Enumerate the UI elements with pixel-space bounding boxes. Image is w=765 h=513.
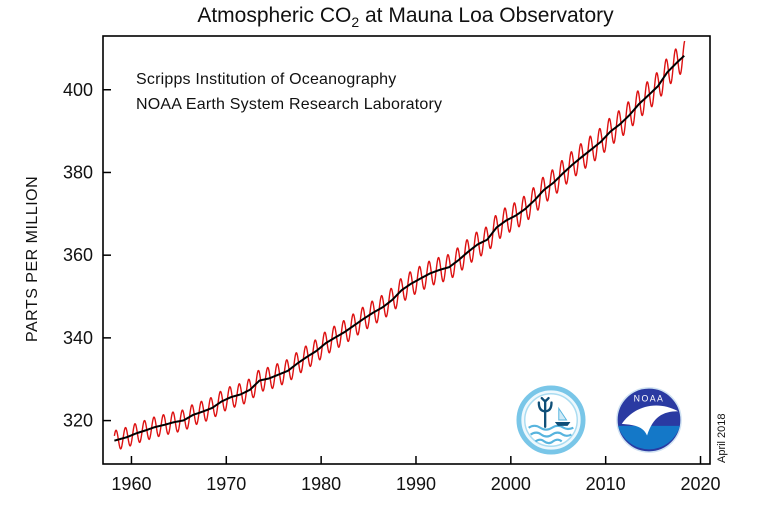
y-tick-label: 320 <box>63 411 93 431</box>
x-tick-label: 2020 <box>680 474 720 494</box>
y-tick-label: 380 <box>63 162 93 182</box>
x-tick-label: 1990 <box>396 474 436 494</box>
scripps-logo-waves <box>528 424 574 445</box>
y-tick-label: 340 <box>63 328 93 348</box>
chart-title-pre: Atmospheric CO <box>197 4 352 27</box>
y-tick-label: 400 <box>63 80 93 100</box>
x-tick-label: 1970 <box>206 474 246 494</box>
chart-title-subscript: 2 <box>351 14 360 31</box>
x-tick-label: 1960 <box>111 474 151 494</box>
noaa-logo-ocean <box>618 425 680 450</box>
y-tick-label: 360 <box>63 245 93 265</box>
chart-title-post: at Mauna Loa Observatory <box>359 4 614 27</box>
scripps-institution-logo <box>516 385 586 455</box>
noaa-logo-text: NOAA <box>634 394 665 404</box>
x-tick-label: 1980 <box>301 474 341 494</box>
co2-monthly-seasonal-line <box>113 40 686 450</box>
scripps-logo-sailboat <box>554 406 571 426</box>
y-axis-label: PARTS PER MILLION <box>24 175 41 342</box>
noaa-seagull-icon <box>621 405 679 436</box>
x-tick-label: 2010 <box>586 474 626 494</box>
credit-scripps: Scripps Institution of Oceanography <box>136 71 397 88</box>
credit-noaa: NOAA Earth System Research Laboratory <box>136 96 443 113</box>
plot-frame <box>102 35 711 465</box>
noaa-logo: NOAA <box>616 387 682 453</box>
date-note: April 2018 <box>716 413 728 463</box>
x-tick-label: 2000 <box>491 474 531 494</box>
chart-title: Atmospheric CO2 at Mauna Loa Observatory <box>0 4 765 30</box>
scripps-logo-trident <box>537 396 553 428</box>
co2-trend-line <box>114 54 685 442</box>
